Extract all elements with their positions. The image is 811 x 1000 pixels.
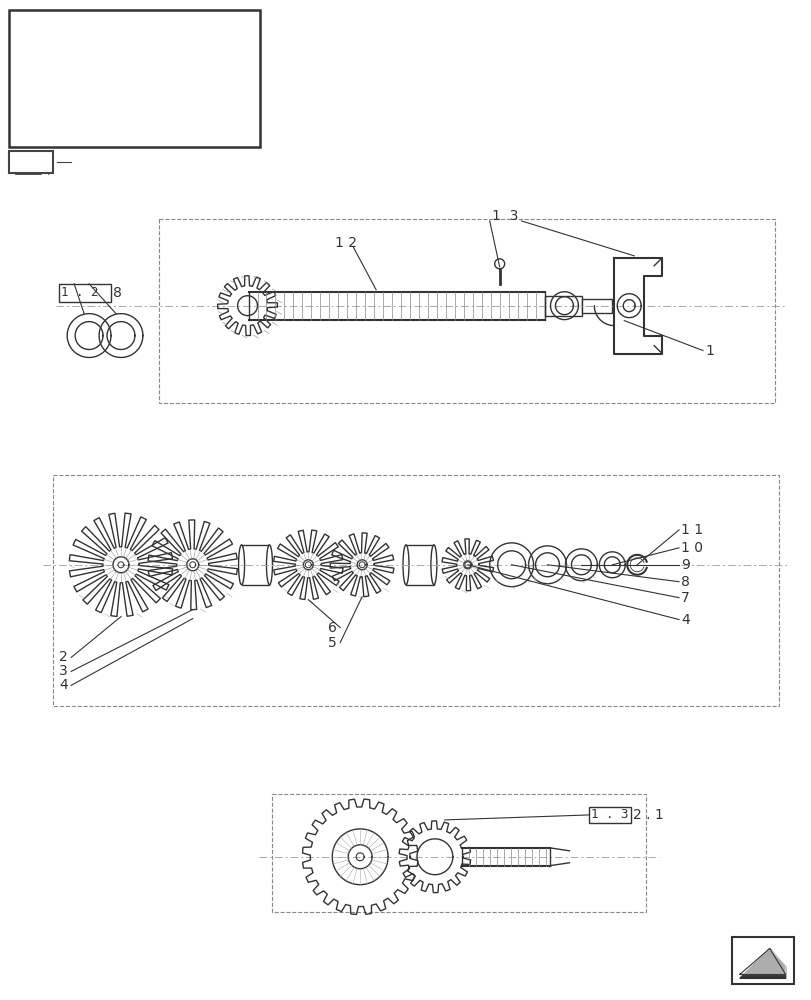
Polygon shape <box>15 156 49 174</box>
Text: 8: 8 <box>113 286 122 300</box>
Text: 1 1: 1 1 <box>680 523 702 537</box>
Bar <box>54 475 778 706</box>
Bar <box>10 10 260 147</box>
Bar <box>581 299 611 313</box>
Text: 8: 8 <box>680 575 689 589</box>
Text: 7: 7 <box>680 591 689 605</box>
Bar <box>21 40 39 117</box>
Ellipse shape <box>266 545 272 585</box>
Bar <box>170 42 200 115</box>
Bar <box>230 40 248 117</box>
Text: 1 . 2: 1 . 2 <box>61 286 99 299</box>
Ellipse shape <box>494 259 504 269</box>
Bar <box>241 545 269 585</box>
Text: 1  3: 1 3 <box>491 209 517 223</box>
Bar <box>76 42 106 115</box>
Bar <box>406 545 433 585</box>
Bar <box>39 45 47 112</box>
Text: 2 . 1: 2 . 1 <box>633 808 663 822</box>
Text: 1 2: 1 2 <box>335 236 357 250</box>
Bar <box>111 35 165 122</box>
Polygon shape <box>739 948 785 974</box>
Bar <box>222 40 230 117</box>
Bar <box>69 35 75 122</box>
Bar <box>10 151 54 173</box>
Bar <box>272 794 646 912</box>
Ellipse shape <box>431 545 436 585</box>
Ellipse shape <box>402 545 409 585</box>
Bar <box>159 219 774 403</box>
Bar <box>731 937 792 984</box>
Bar <box>589 807 630 823</box>
Ellipse shape <box>238 545 244 585</box>
Text: 1: 1 <box>704 344 713 358</box>
Text: 3: 3 <box>59 664 68 678</box>
Bar <box>544 296 581 316</box>
Text: 6: 6 <box>328 621 337 635</box>
Polygon shape <box>39 75 230 81</box>
Bar <box>59 284 111 302</box>
Text: 9: 9 <box>680 558 689 572</box>
Text: 1 . 3: 1 . 3 <box>590 808 628 821</box>
Text: 1 0: 1 0 <box>680 541 702 555</box>
Bar <box>204 35 210 122</box>
Text: 5: 5 <box>328 636 337 650</box>
Text: 4: 4 <box>680 613 689 627</box>
Polygon shape <box>739 948 785 978</box>
Text: 4: 4 <box>59 678 68 692</box>
Text: 2: 2 <box>59 650 68 664</box>
